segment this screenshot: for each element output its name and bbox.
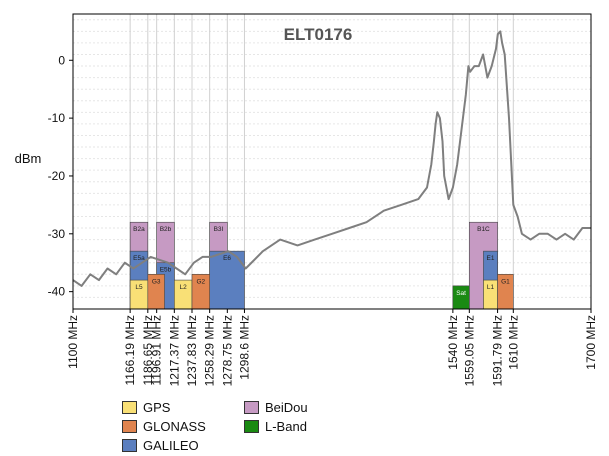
legend-label-gps: GPS (143, 399, 171, 415)
legend-swatch-beidou (244, 400, 259, 414)
x-tick-label: 1217.37 MHz (167, 315, 181, 386)
legend-item-glonass: GLONASS (122, 417, 206, 435)
band-label-e6: E6 (223, 255, 231, 262)
legend-item-galileo: GALILEO (122, 436, 199, 454)
series-line-0 (72, 30, 591, 287)
x-tick-label: 1540 MHz (446, 315, 460, 370)
band-label-e5b: E5b (160, 267, 172, 274)
band-label-g1: G1 (501, 278, 510, 285)
legend-swatch-glonass (122, 419, 137, 433)
chart-title: ELT0176 (284, 25, 353, 44)
frequency-bands: B2a B2b B3I B1C E5a E5b E6 E1 L5 L2 L1 G3 G2 G1 Sat (129, 221, 514, 310)
legend-swatch-galileo (122, 438, 137, 452)
x-tick-label: 1237.83 MHz (185, 315, 199, 386)
spectrum-trace (72, 30, 591, 287)
grid (72, 14, 592, 310)
x-tick-label: 1166.19 MHz (123, 315, 137, 385)
legend-label-galileo: GALILEO (143, 437, 199, 453)
x-tick-label: 1196.91 MHz (150, 315, 164, 385)
band-label-e5a: E5a (133, 255, 145, 262)
y-tick-label: 0 (58, 53, 65, 67)
legend-label-beidou: BeiDou (265, 399, 308, 415)
y-tick-label: -30 (48, 227, 66, 241)
band-label-l2: L2 (180, 284, 188, 291)
band-label-b2a: B2a (133, 226, 145, 233)
band-label-b1c: B1C (477, 226, 490, 233)
x-tick-label: 1186.65 MHz (141, 315, 155, 385)
band-label-sat: Sat (456, 290, 466, 297)
x-tick-label: 1258.29 MHz (203, 315, 217, 386)
x-tick-label: 1100 MHz (66, 315, 80, 369)
x-tick-label: 1298.6 MHz (237, 315, 251, 380)
band-label-l1: L1 (487, 284, 495, 291)
y-axis-ticks: 0 -10 -20 -30 -40 (48, 53, 73, 299)
y-axis-label: dBm (15, 151, 42, 166)
band-label-b2b: B2b (160, 226, 172, 233)
y-tick-label: -40 (48, 285, 66, 299)
legend-item-beidou: BeiDou (244, 398, 308, 416)
legend-label-glonass: GLONASS (143, 418, 206, 434)
band-label-g2: G2 (196, 278, 205, 285)
y-tick-label: -20 (48, 169, 66, 183)
y-tick-label: -10 (48, 111, 66, 125)
band-label-b3i: B3I (214, 226, 224, 233)
plot-frame (72, 13, 592, 310)
band-label-g3: G3 (152, 278, 161, 285)
legend-label-l-band: L-Band (265, 418, 307, 434)
x-tick-label: 1700 MHz (584, 315, 598, 370)
x-tick-label: 1610 MHz (506, 315, 520, 370)
x-tick-label: 1559.05 MHz (462, 315, 476, 386)
legend-item-gps: GPS (122, 398, 170, 416)
x-tick-label: 1278.75 MHz (220, 315, 234, 386)
band-label-l5: L5 (135, 284, 143, 291)
band-label-e1: E1 (487, 255, 495, 262)
legend-swatch-gps (122, 400, 137, 414)
x-tick-label: 1591.79 MHz (491, 315, 505, 386)
legend-swatch-l-band (244, 419, 259, 433)
legend-item-l-band: L-Band (244, 417, 307, 435)
legend: GPS GLONASS GALILEO BeiDou L-Band (122, 398, 382, 454)
